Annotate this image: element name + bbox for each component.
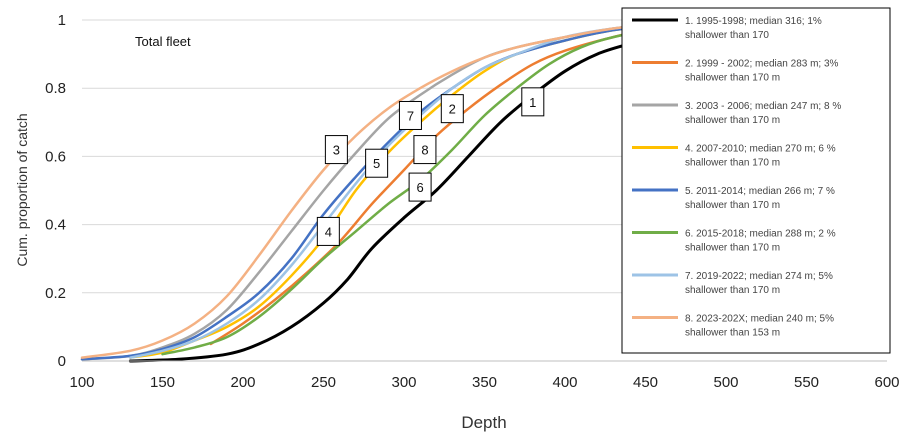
callout-box	[440, 94, 464, 124]
x-axis-title: Depth	[461, 413, 506, 432]
x-tick-label: 150	[150, 374, 175, 391]
legend-entry-2: 2. 1999 - 2002; median 283 m; 3% shallowe…	[632, 59, 839, 84]
legend-entry-7: 7. 2019-2022; median 274 m; 5% shallower …	[632, 271, 833, 296]
x-tick-label: 300	[391, 374, 416, 391]
callout-label: 5	[373, 156, 380, 171]
callout-5: 5	[365, 148, 389, 178]
legend-label-line1: 3. 2003 - 2006; median 247 m; 8 %	[685, 101, 841, 112]
callout-box	[324, 135, 348, 165]
legend-label-line2: shallower than 170	[685, 30, 769, 41]
legend-label-line1: 5. 2011-2014; median 266 m; 7 %	[685, 186, 835, 197]
legend-label-line2: shallower than 170 m	[685, 200, 780, 211]
legend-label-line1: 7. 2019-2022; median 274 m; 5%	[685, 271, 833, 282]
callout-label: 8	[421, 143, 428, 158]
x-tick-label: 250	[311, 374, 336, 391]
y-axis-title: Cum. proportion of catch	[14, 113, 30, 266]
callout-label: 2	[449, 102, 456, 117]
callout-3: 3	[324, 135, 348, 165]
y-tick-label: 0	[58, 353, 66, 370]
x-tick-label: 550	[794, 374, 819, 391]
callout-label: 4	[325, 224, 332, 239]
x-tick-label: 600	[874, 374, 899, 391]
callout-box	[316, 216, 340, 246]
legend-label-line2: shallower than 170 m	[685, 73, 780, 84]
x-tick-label: 450	[633, 374, 658, 391]
x-tick-label: 350	[472, 374, 497, 391]
legend-label-line1: 2. 1999 - 2002; median 283 m; 3%	[685, 59, 839, 70]
y-tick-label: 0.2	[45, 285, 66, 302]
callout-box	[521, 87, 545, 117]
callout-label: 3	[333, 143, 340, 158]
legend-label-line2: shallower than 170 m	[685, 285, 780, 296]
x-tick-label: 100	[69, 374, 94, 391]
legend-entry-8: 8. 2023-202X; median 240 m; 5% shallower …	[632, 314, 834, 339]
legend-label-line1: 1. 1995-1998; median 316; 1%	[685, 16, 822, 27]
y-tick-label: 0.4	[45, 217, 66, 234]
x-tick-label: 500	[713, 374, 738, 391]
legend-label-line2: shallower than 170 m	[685, 158, 780, 169]
callout-label: 6	[416, 180, 423, 195]
chart-annotation: Total fleet	[135, 34, 191, 49]
legend-entry-1: 1. 1995-1998; median 316; 1% shallower th…	[632, 16, 822, 41]
y-tick-label: 0.8	[45, 80, 66, 97]
y-tick-label: 1	[58, 12, 66, 29]
x-tick-labels: 100 150 200 250 300 350 400 450 500 550 600	[69, 374, 899, 391]
callout-8: 8	[413, 135, 437, 165]
legend-label-line1: 8. 2023-202X; median 240 m; 5%	[685, 314, 834, 325]
legend-label-line2: shallower than 153 m	[685, 328, 780, 339]
legend: 1. 1995-1998; median 316; 1% shallower th…	[621, 7, 891, 354]
x-tick-label: 200	[230, 374, 255, 391]
callout-box	[408, 172, 432, 202]
legend-label-line1: 4. 2007-2010; median 270 m; 6 %	[685, 144, 836, 155]
legend-entry-4: 4. 2007-2010; median 270 m; 6 % shallower…	[632, 144, 836, 169]
legend-label-line2: shallower than 170 m	[685, 243, 780, 254]
legend-entry-5: 5. 2011-2014; median 266 m; 7 % shallower…	[632, 186, 835, 211]
callout-box	[365, 148, 389, 178]
legend-entry-3: 3. 2003 - 2006; median 247 m; 8 % shallow…	[632, 101, 841, 126]
callout-box	[413, 135, 437, 165]
x-tick-label: 400	[552, 374, 577, 391]
callout-label: 7	[407, 108, 414, 123]
legend-label-line2: shallower than 170 m	[685, 115, 780, 126]
y-tick-labels: 0 0.2 0.4 0.6 0.8 1	[45, 12, 66, 370]
callout-1: 1	[521, 87, 545, 117]
callout-4: 4	[316, 216, 340, 246]
legend-label-line1: 6. 2015-2018; median 288 m; 2 %	[685, 229, 836, 240]
callout-box	[398, 100, 422, 130]
y-tick-label: 0.6	[45, 148, 66, 165]
series-callouts: 1 2 3 4 5 6 7 8	[316, 87, 545, 246]
callout-2: 2	[440, 94, 464, 124]
legend-entry-6: 6. 2015-2018; median 288 m; 2 % shallower…	[632, 229, 836, 254]
callout-6: 6	[408, 172, 432, 202]
legend-box	[621, 7, 891, 354]
callout-7: 7	[398, 100, 422, 130]
callout-label: 1	[529, 95, 536, 110]
